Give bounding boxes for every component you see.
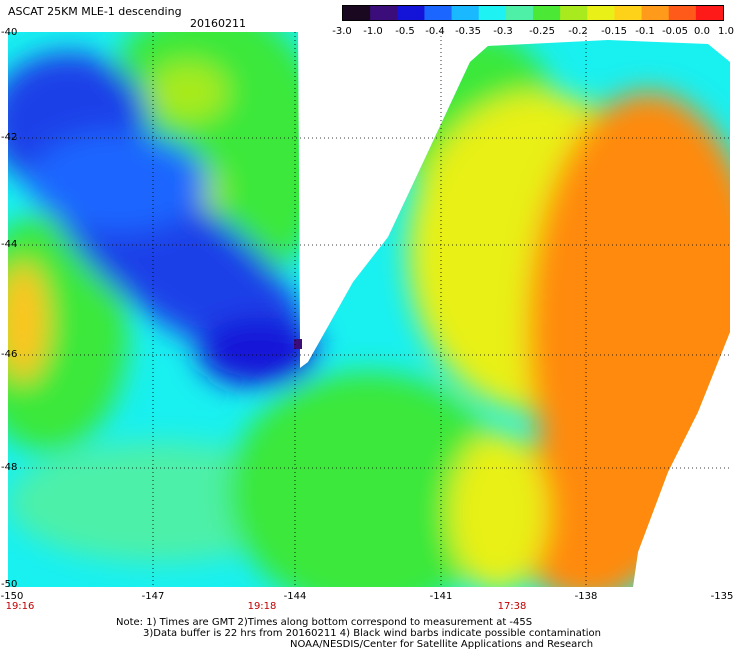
time-label: 19:16 [5,601,35,612]
wind-map [8,32,730,587]
graticule [8,32,730,587]
lon-label: -150 [0,591,24,602]
colorbar-swatch [641,6,670,20]
colorbar-swatch [505,6,534,20]
field-purple-pixel [294,339,302,349]
lon-label: -135 [710,591,734,602]
colorbar-tick-label: 1.0 [718,26,734,37]
product-title: ASCAT 25KM MLE-1 descending [8,5,182,18]
colorbar-tick-label: -0.05 [662,26,688,37]
colorbar-ticks: -3.0 -1.0 -0.5 -0.4 -0.35 -0.3 -0.25 -0.… [330,26,740,38]
field-orange-se [508,422,668,587]
time-label: 19:18 [247,601,277,612]
lon-label: -141 [429,591,453,602]
field-yellow-west-edge [8,262,48,382]
colorbar-swatch [587,6,616,20]
lon-label: -144 [283,591,307,602]
field-green-w [8,212,128,452]
lat-label: -46 [1,349,18,360]
field-blue-core [198,317,318,387]
swath-field [8,32,730,587]
colorbar-swatch [695,6,723,20]
field-green-s [228,372,508,587]
credit-line: NOAA/NESDIS/Center for Satellite Applica… [290,639,594,650]
product-date: 20160211 [190,17,246,30]
colorbar-swatch [668,6,697,20]
colorbar-tick-label: -0.2 [568,26,588,37]
field-yellowgreen-nw [148,62,228,122]
lat-label: -40 [1,27,18,38]
time-label: 17:38 [497,601,527,612]
colorbar-tick-label: -3.0 [332,26,352,37]
colorbar-swatch [478,6,507,20]
field-lightblue [28,132,208,232]
colorbar-swatch [451,6,480,20]
colorbar-tick-label: -0.25 [529,26,555,37]
colorbar-tick-label: -0.35 [455,26,481,37]
colorbar-swatch [370,6,398,20]
colorbar-swatch [614,6,643,20]
colorbar-swatch [560,6,588,20]
colorbar-swatch [397,6,426,20]
field-yellow-s [448,432,548,587]
colorbar-tick-label: -0.1 [635,26,655,37]
colorbar-tick-label: 0.0 [694,26,710,37]
colorbar-tick-label: -0.3 [493,26,513,37]
lon-label: -147 [141,591,165,602]
colorbar-tick-label: -1.0 [363,26,383,37]
lat-label: -50 [1,579,18,590]
colorbar-swatch [533,6,561,20]
colorbar [342,5,724,21]
colorbar-tick-label: -0.15 [601,26,627,37]
colorbar-swatch [424,6,453,20]
colorbar-swatch [343,6,371,20]
lat-label: -44 [1,239,18,250]
lon-label: -138 [574,591,598,602]
lat-label: -48 [1,462,18,473]
field-blobs [8,32,730,587]
colorbar-tick-label: -0.5 [395,26,415,37]
footnote: Note: 1) Times are GMT 2)Times along bot… [116,617,533,628]
colorbar-tick-label: -0.4 [425,26,445,37]
footnote: 3)Data buffer is 22 hrs from 20160211 4)… [143,628,601,639]
lat-label: -42 [1,132,18,143]
